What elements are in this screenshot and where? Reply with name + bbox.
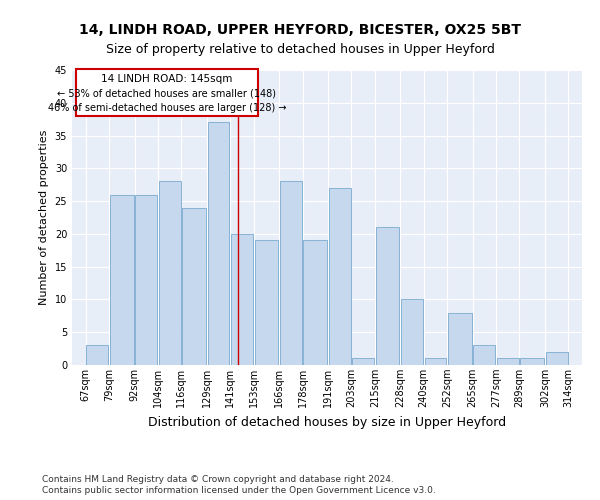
Bar	[231, 234, 253, 365]
Bar	[425, 358, 446, 365]
Text: Contains HM Land Registry data © Crown copyright and database right 2024.: Contains HM Land Registry data © Crown c…	[42, 475, 394, 484]
Bar	[497, 358, 518, 365]
Bar	[473, 346, 495, 365]
Bar	[545, 352, 568, 365]
FancyBboxPatch shape	[76, 68, 257, 116]
Text: ← 53% of detached houses are smaller (148): ← 53% of detached houses are smaller (14…	[57, 88, 276, 99]
Text: 14 LINDH ROAD: 145sqm: 14 LINDH ROAD: 145sqm	[101, 74, 232, 84]
Bar	[136, 194, 157, 365]
Bar	[86, 346, 109, 365]
Text: Contains public sector information licensed under the Open Government Licence v3: Contains public sector information licen…	[42, 486, 436, 495]
Bar	[280, 182, 302, 365]
Bar	[254, 240, 278, 365]
Bar	[110, 194, 134, 365]
X-axis label: Distribution of detached houses by size in Upper Heyford: Distribution of detached houses by size …	[148, 416, 506, 428]
Text: 14, LINDH ROAD, UPPER HEYFORD, BICESTER, OX25 5BT: 14, LINDH ROAD, UPPER HEYFORD, BICESTER,…	[79, 22, 521, 36]
Text: Size of property relative to detached houses in Upper Heyford: Size of property relative to detached ho…	[106, 42, 494, 56]
Bar	[159, 182, 181, 365]
Bar	[376, 228, 400, 365]
Bar	[208, 122, 229, 365]
Bar	[448, 312, 472, 365]
Bar	[329, 188, 350, 365]
Text: 46% of semi-detached houses are larger (128) →: 46% of semi-detached houses are larger (…	[47, 103, 286, 113]
Bar	[304, 240, 327, 365]
Y-axis label: Number of detached properties: Number of detached properties	[39, 130, 49, 305]
Bar	[352, 358, 374, 365]
Bar	[520, 358, 544, 365]
Bar	[182, 208, 206, 365]
Bar	[401, 300, 423, 365]
